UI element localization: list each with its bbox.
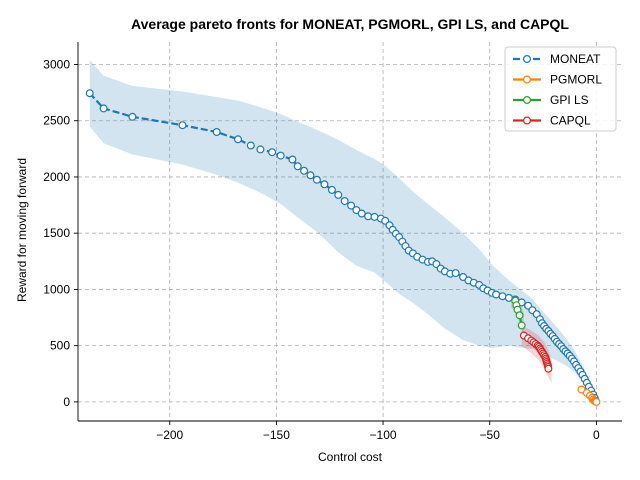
data-point-moneat <box>347 201 356 210</box>
y-tick-label: 2000 <box>43 170 70 184</box>
data-point-gpi-ls <box>515 311 524 320</box>
data-point-moneat <box>364 212 373 221</box>
legend-label-pgmorl: PGMORL <box>550 73 602 87</box>
x-tick-label: −150 <box>263 428 290 442</box>
data-point-moneat <box>340 197 349 206</box>
tick-labels: −200 −150 −100 −50 0 0 500 1000 1500 2000 2500 3000 <box>43 57 600 442</box>
data-point-moneat <box>276 151 285 160</box>
band-moneat <box>89 59 597 404</box>
x-tick-label: −50 <box>480 428 501 442</box>
data-point-capql <box>544 364 553 373</box>
legend-box <box>504 46 617 132</box>
data-point-moneat <box>334 190 343 199</box>
x-tick-label: −200 <box>156 428 183 442</box>
data-point-moneat <box>370 212 379 221</box>
y-tick-label: 500 <box>50 339 70 353</box>
legend-label-moneat: MONEAT <box>550 52 601 66</box>
data-point-pgmorl <box>592 397 601 406</box>
data-point-moneat <box>212 128 221 137</box>
data-point-moneat <box>451 269 460 278</box>
y-tick-label: 2500 <box>43 114 70 128</box>
y-tick-label: 3000 <box>43 57 70 71</box>
data-point-gpi-ls <box>517 321 526 330</box>
data-point-moneat <box>320 180 329 189</box>
y-axis-label: Reward for moving forward <box>15 158 29 302</box>
data-point-moneat <box>85 89 94 98</box>
data-point-moneat <box>300 166 309 175</box>
legend: MONEAT PGMORL GPI LS CAPQL <box>504 46 617 132</box>
data-point-moneat <box>246 141 255 150</box>
data-point-moneat <box>357 209 366 218</box>
data-point-moneat <box>256 145 265 154</box>
data-point-moneat <box>178 121 187 130</box>
legend-marker-moneat <box>522 54 531 63</box>
data-point-moneat <box>293 162 302 171</box>
data-point-moneat <box>268 148 277 157</box>
series-lines <box>85 89 601 406</box>
x-tick-label: −100 <box>370 428 397 442</box>
data-point-moneat <box>128 112 137 121</box>
legend-marker-gpi-ls <box>522 95 531 104</box>
axes <box>74 42 622 425</box>
x-tick-label: 0 <box>593 428 600 442</box>
legend-label-gpi-ls: GPI LS <box>550 93 589 107</box>
data-point-moneat <box>327 185 336 194</box>
x-axis-label: Control cost <box>318 450 383 464</box>
chart-title: Average pareto fronts for MONEAT, PGMORL… <box>131 16 569 32</box>
data-point-moneat <box>234 135 243 144</box>
y-tick-label: 0 <box>63 395 70 409</box>
data-point-moneat <box>288 155 297 164</box>
legend-marker-capql <box>522 116 531 125</box>
data-point-moneat <box>504 293 513 302</box>
data-point-moneat <box>306 171 315 180</box>
data-point-moneat <box>498 292 507 301</box>
y-tick-label: 1500 <box>43 226 70 240</box>
data-point-moneat <box>99 104 108 113</box>
y-tick-label: 1000 <box>43 282 70 296</box>
legend-label-capql: CAPQL <box>550 114 591 128</box>
data-point-moneat <box>492 290 501 299</box>
data-point-moneat <box>312 175 321 184</box>
legend-marker-pgmorl <box>522 75 531 84</box>
